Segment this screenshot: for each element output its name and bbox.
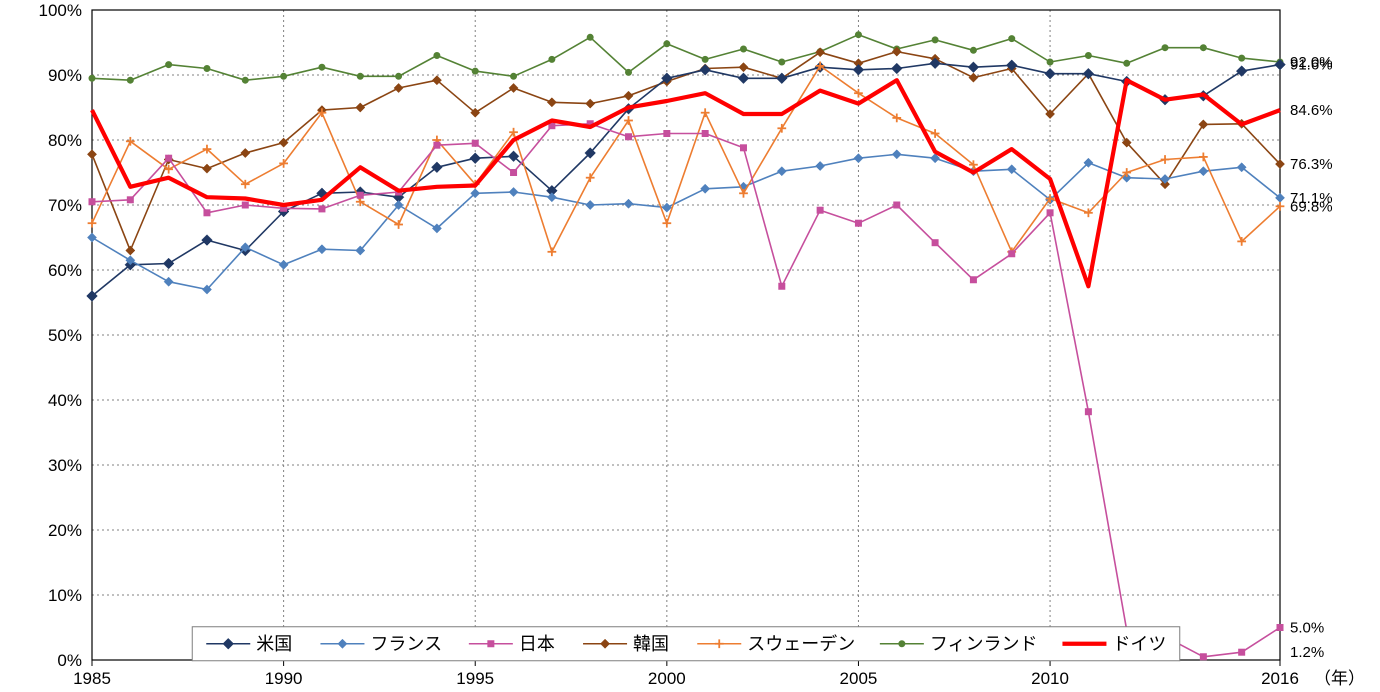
legend-label: スウェーデン	[747, 634, 855, 654]
y-tick-label: 30%	[48, 456, 82, 475]
y-tick-label: 70%	[48, 196, 82, 215]
line-chart: 0% 10% 20% 30% 40% 50% 60% 70% 80% 90% 100% 1985 199…	[0, 0, 1380, 692]
x-tick-label: 2016	[1261, 669, 1299, 688]
end-label: 5.0%	[1290, 620, 1324, 637]
x-axis-suffix: （年）	[1314, 669, 1365, 688]
y-tick-label: 50%	[48, 326, 82, 345]
x-tick-label: 1985	[73, 669, 111, 688]
y-tick-label: 80%	[48, 131, 82, 150]
y-tick-label: 90%	[48, 66, 82, 85]
x-tick-label: 2005	[840, 669, 878, 688]
y-tick-label: 10%	[48, 586, 82, 605]
y-tick-label: 100%	[39, 1, 82, 20]
legend-label: 韓国	[633, 634, 669, 654]
y-tick-label: 20%	[48, 521, 82, 540]
x-tick-label: 2000	[648, 669, 686, 688]
end-label: 1.2%	[1290, 644, 1324, 661]
end-label: 84.6%	[1290, 102, 1333, 119]
legend: 米国 フランス 日本 韓国 スウェーデン フィンランド ドイツ	[192, 627, 1180, 661]
y-tick-label: 0%	[57, 651, 82, 670]
end-label: 91.6%	[1290, 57, 1333, 74]
end-label: 69.8%	[1290, 198, 1333, 215]
legend-label: フィンランド	[930, 634, 1038, 654]
legend-label: ドイツ	[1112, 634, 1166, 654]
legend-label: 米国	[256, 634, 292, 654]
y-tick-label: 40%	[48, 391, 82, 410]
legend-label: 日本	[519, 634, 555, 654]
legend-label: フランス	[370, 634, 442, 654]
chart-container: 0% 10% 20% 30% 40% 50% 60% 70% 80% 90% 100% 1985 199…	[0, 0, 1380, 692]
y-tick-label: 60%	[48, 261, 82, 280]
x-tick-label: 1990	[265, 669, 303, 688]
end-label: 76.3%	[1290, 156, 1333, 173]
x-tick-label: 2010	[1031, 669, 1069, 688]
x-tick-label: 1995	[456, 669, 494, 688]
